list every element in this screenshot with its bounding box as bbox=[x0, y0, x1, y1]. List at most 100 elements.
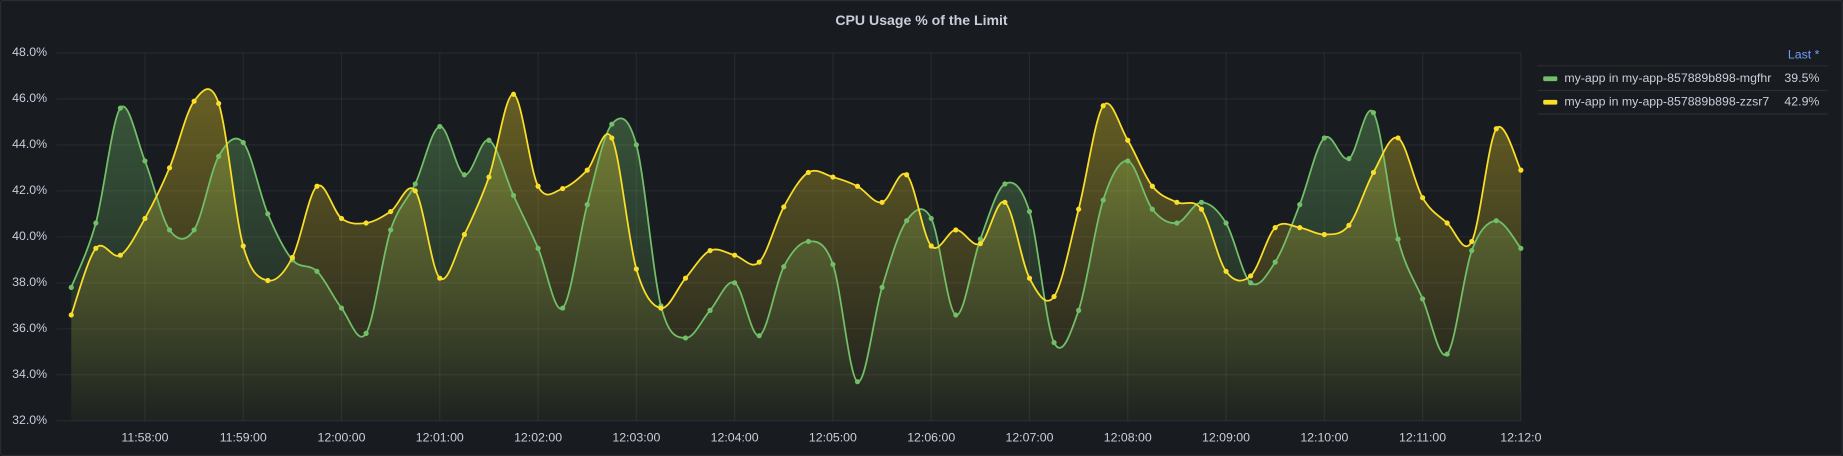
x-tick-label: 11:58:00 bbox=[121, 431, 168, 445]
x-tick-label: 11:59:00 bbox=[220, 431, 267, 445]
data-point bbox=[1297, 202, 1303, 208]
y-tick-label: 40.0% bbox=[12, 229, 47, 243]
legend-label: my-app in my-app-857889b898-zzsr7 bbox=[1564, 95, 1769, 109]
data-point bbox=[1346, 222, 1352, 228]
data-point bbox=[707, 248, 713, 254]
data-point bbox=[1395, 236, 1401, 242]
data-point bbox=[805, 238, 811, 244]
data-point bbox=[1346, 156, 1352, 162]
data-point bbox=[1370, 110, 1377, 116]
data-point bbox=[1248, 280, 1254, 286]
data-point bbox=[314, 268, 320, 274]
data-point bbox=[1125, 158, 1131, 164]
data-point bbox=[486, 137, 492, 143]
data-point bbox=[1149, 183, 1155, 189]
data-point bbox=[191, 98, 197, 104]
data-point bbox=[928, 243, 934, 249]
data-point bbox=[756, 259, 762, 265]
data-point bbox=[510, 192, 517, 199]
data-point bbox=[1076, 206, 1082, 212]
data-point bbox=[707, 307, 713, 313]
y-tick-label: 46.0% bbox=[12, 91, 47, 105]
legend-value: 39.5% bbox=[1784, 71, 1819, 85]
data-point bbox=[142, 215, 148, 222]
data-point bbox=[68, 284, 74, 290]
data-point bbox=[781, 264, 787, 270]
data-point bbox=[216, 153, 222, 159]
data-point bbox=[1272, 259, 1278, 265]
data-point bbox=[142, 158, 148, 164]
data-point bbox=[1469, 238, 1475, 244]
data-point bbox=[830, 261, 836, 267]
data-point bbox=[953, 312, 959, 318]
data-point bbox=[854, 183, 861, 189]
data-point bbox=[461, 231, 467, 238]
data-point bbox=[535, 183, 541, 189]
data-point bbox=[1493, 218, 1499, 224]
data-point bbox=[240, 139, 246, 146]
series-area bbox=[71, 89, 1521, 421]
data-point bbox=[1370, 169, 1377, 176]
data-point bbox=[93, 220, 99, 226]
data-point bbox=[633, 266, 639, 272]
x-tick-label: 12:07:00 bbox=[1005, 431, 1053, 445]
legend-swatch bbox=[1543, 99, 1558, 105]
data-point bbox=[879, 199, 885, 205]
x-tick-label: 12:00:00 bbox=[318, 431, 366, 445]
legend-header: Last * bbox=[1788, 48, 1820, 62]
data-point bbox=[1198, 199, 1205, 205]
data-point bbox=[166, 227, 173, 233]
data-point bbox=[461, 172, 467, 178]
y-tick-label: 42.0% bbox=[12, 183, 47, 197]
data-point bbox=[117, 252, 123, 258]
data-point bbox=[437, 275, 443, 281]
data-point bbox=[1395, 135, 1401, 141]
x-tick-label: 12:10:00 bbox=[1300, 431, 1348, 445]
y-tick-label: 44.0% bbox=[12, 137, 47, 151]
data-point bbox=[1297, 225, 1303, 231]
data-point bbox=[879, 284, 885, 290]
x-tick-label: 12:05:00 bbox=[809, 431, 857, 445]
data-point bbox=[363, 220, 369, 226]
data-point bbox=[732, 280, 738, 286]
data-point bbox=[1174, 220, 1180, 226]
x-tick-label: 12:11:00 bbox=[1399, 431, 1446, 445]
data-point bbox=[1420, 195, 1426, 201]
data-point bbox=[1149, 206, 1155, 212]
data-point bbox=[633, 142, 639, 148]
data-point bbox=[781, 204, 787, 210]
data-point bbox=[1174, 199, 1180, 205]
data-point bbox=[265, 277, 271, 284]
data-point bbox=[682, 275, 689, 281]
y-tick-label: 48.0% bbox=[12, 45, 47, 59]
data-point bbox=[437, 123, 443, 130]
data-point bbox=[1100, 197, 1106, 203]
data-point bbox=[166, 165, 173, 171]
data-point bbox=[904, 172, 910, 178]
data-point bbox=[732, 252, 738, 258]
data-point bbox=[412, 181, 418, 187]
data-point bbox=[584, 167, 590, 173]
data-point bbox=[1076, 307, 1082, 313]
data-point bbox=[560, 305, 566, 311]
data-point bbox=[584, 202, 590, 208]
legend-value: 42.9% bbox=[1784, 95, 1819, 109]
data-point bbox=[1518, 167, 1524, 173]
x-tick-label: 12:12:0 bbox=[1500, 431, 1541, 445]
x-tick-label: 12:04:00 bbox=[711, 431, 759, 445]
data-point bbox=[805, 169, 811, 176]
data-point bbox=[388, 227, 394, 233]
x-tick-label: 12:09:00 bbox=[1202, 431, 1250, 445]
data-point bbox=[412, 188, 418, 194]
y-tick-label: 32.0% bbox=[12, 413, 47, 427]
data-point bbox=[1002, 181, 1008, 187]
data-point bbox=[117, 105, 123, 111]
data-point bbox=[1272, 225, 1278, 231]
data-point bbox=[1026, 275, 1033, 281]
data-point bbox=[363, 330, 369, 336]
data-point bbox=[1444, 351, 1450, 357]
data-point bbox=[486, 174, 492, 180]
data-point bbox=[1125, 137, 1131, 143]
x-tick-label: 12:03:00 bbox=[612, 431, 660, 445]
